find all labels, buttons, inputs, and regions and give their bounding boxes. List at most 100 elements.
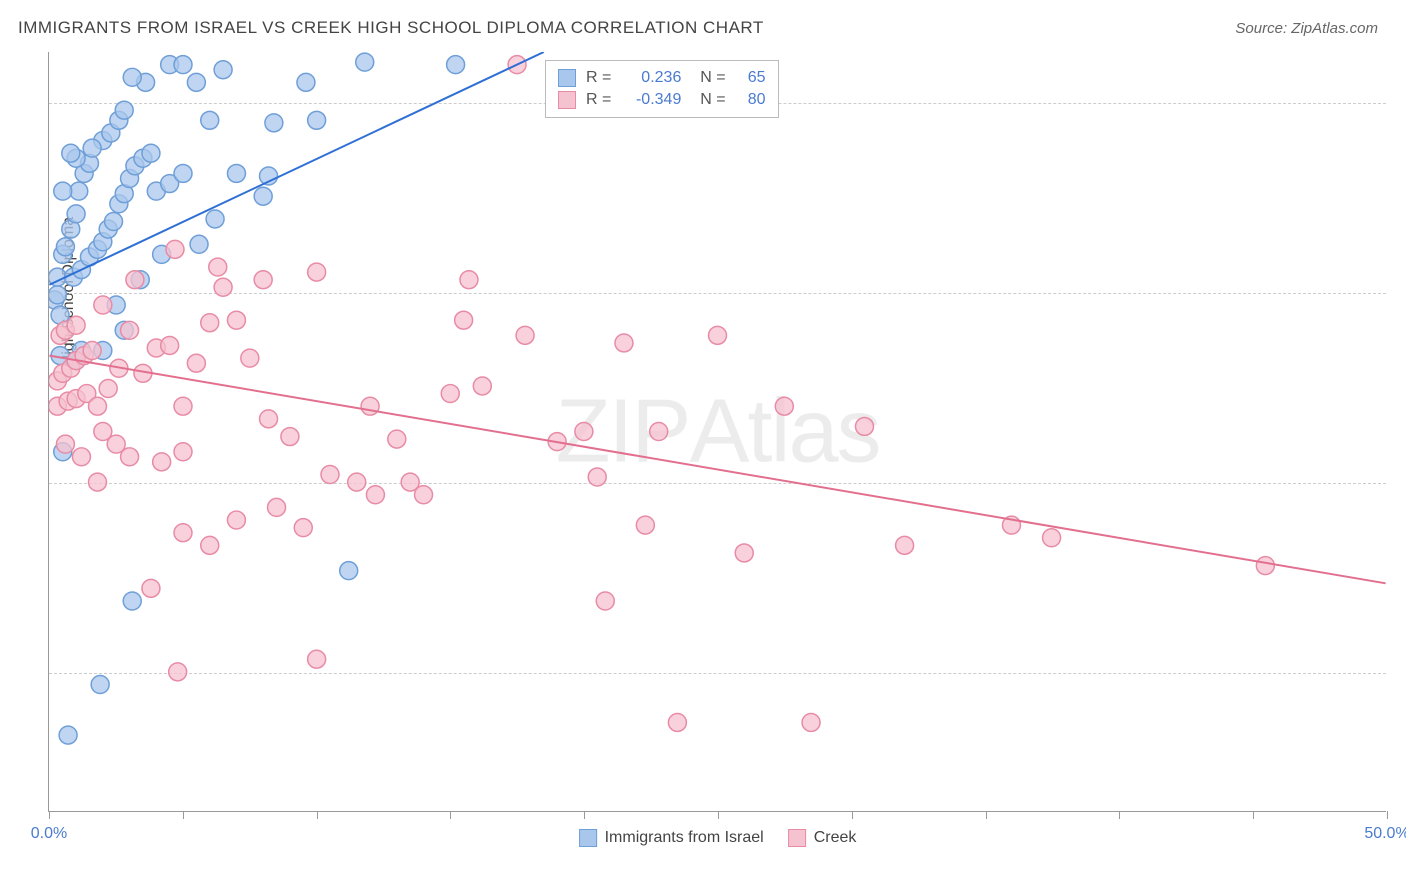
stats-n-value: 65 [736,69,766,87]
scatter-point[interactable] [265,114,283,132]
scatter-point[interactable] [254,187,272,205]
scatter-point[interactable] [214,61,232,79]
scatter-point[interactable] [366,486,384,504]
scatter-point[interactable] [54,182,72,200]
legend-item[interactable]: Immigrants from Israel [579,829,764,847]
scatter-point[interactable] [668,713,686,731]
scatter-point[interactable] [473,377,491,395]
scatter-point[interactable] [388,430,406,448]
scatter-point[interactable] [596,592,614,610]
scatter-point[interactable] [142,144,160,162]
legend-label: Immigrants from Israel [605,829,764,847]
scatter-point[interactable] [70,182,88,200]
scatter-point[interactable] [201,314,219,332]
scatter-point[interactable] [174,164,192,182]
scatter-point[interactable] [153,453,171,471]
scatter-point[interactable] [227,164,245,182]
scatter-point[interactable] [297,73,315,91]
scatter-point[interactable] [59,726,77,744]
scatter-point[interactable] [227,311,245,329]
scatter-point[interactable] [161,336,179,354]
scatter-point[interactable] [709,326,727,344]
source-link[interactable]: ZipAtlas.com [1291,20,1378,37]
scatter-point[interactable] [415,486,433,504]
scatter-point[interactable] [88,473,106,491]
scatter-point[interactable] [615,334,633,352]
scatter-point[interactable] [49,286,66,304]
scatter-point[interactable] [174,397,192,415]
scatter-point[interactable] [855,417,873,435]
scatter-point[interactable] [115,101,133,119]
scatter-point[interactable] [121,448,139,466]
scatter-point[interactable] [142,579,160,597]
scatter-point[interactable] [340,562,358,580]
scatter-point[interactable] [308,263,326,281]
scatter-point[interactable] [99,380,117,398]
scatter-point[interactable] [88,397,106,415]
x-tick [986,811,987,819]
scatter-point[interactable] [241,349,259,367]
scatter-point[interactable] [174,56,192,74]
scatter-point[interactable] [83,342,101,360]
scatter-point[interactable] [588,468,606,486]
scatter-point[interactable] [123,68,141,86]
scatter-point[interactable] [441,385,459,403]
scatter-point[interactable] [174,524,192,542]
scatter-point[interactable] [67,316,85,334]
scatter-point[interactable] [575,423,593,441]
scatter-point[interactable] [105,213,123,231]
scatter-point[interactable] [321,466,339,484]
scatter-point[interactable] [775,397,793,415]
scatter-point[interactable] [460,271,478,289]
scatter-point[interactable] [94,296,112,314]
scatter-point[interactable] [348,473,366,491]
scatter-point[interactable] [356,53,374,71]
scatter-point[interactable] [166,240,184,258]
scatter-point[interactable] [67,205,85,223]
scatter-point[interactable] [281,428,299,446]
scatter-point[interactable] [190,235,208,253]
scatter-point[interactable] [268,498,286,516]
scatter-point[interactable] [294,519,312,537]
scatter-point[interactable] [83,139,101,157]
scatter-point[interactable] [1043,529,1061,547]
scatter-point[interactable] [201,111,219,129]
scatter-point[interactable] [260,410,278,428]
scatter-point[interactable] [126,271,144,289]
scatter-point[interactable] [455,311,473,329]
scatter-point[interactable] [123,592,141,610]
scatter-point[interactable] [91,676,109,694]
scatter-point[interactable] [214,278,232,296]
scatter-point[interactable] [227,511,245,529]
legend-item[interactable]: Creek [788,829,857,847]
scatter-point[interactable] [121,321,139,339]
scatter-point[interactable] [516,326,534,344]
scatter-point[interactable] [62,144,80,162]
scatter-point[interactable] [1256,557,1274,575]
scatter-point[interactable] [169,663,187,681]
scatter-point[interactable] [72,448,90,466]
scatter-point[interactable] [201,536,219,554]
source-label: Source: [1235,20,1287,37]
x-tick [718,811,719,819]
scatter-point[interactable] [896,536,914,554]
scatter-point[interactable] [209,258,227,276]
stats-swatch [558,91,576,109]
scatter-point[interactable] [308,111,326,129]
scatter-point[interactable] [174,443,192,461]
scatter-point[interactable] [308,650,326,668]
scatter-point[interactable] [187,354,205,372]
scatter-point[interactable] [206,210,224,228]
scatter-point[interactable] [187,73,205,91]
scatter-point[interactable] [650,423,668,441]
scatter-point[interactable] [735,544,753,562]
scatter-point[interactable] [636,516,654,534]
scatter-point[interactable] [447,56,465,74]
scatter-point[interactable] [802,713,820,731]
scatter-point[interactable] [56,238,74,256]
scatter-point[interactable] [361,397,379,415]
stats-swatch [558,69,576,87]
scatter-point[interactable] [56,435,74,453]
scatter-point[interactable] [254,271,272,289]
trend-line [49,52,543,285]
